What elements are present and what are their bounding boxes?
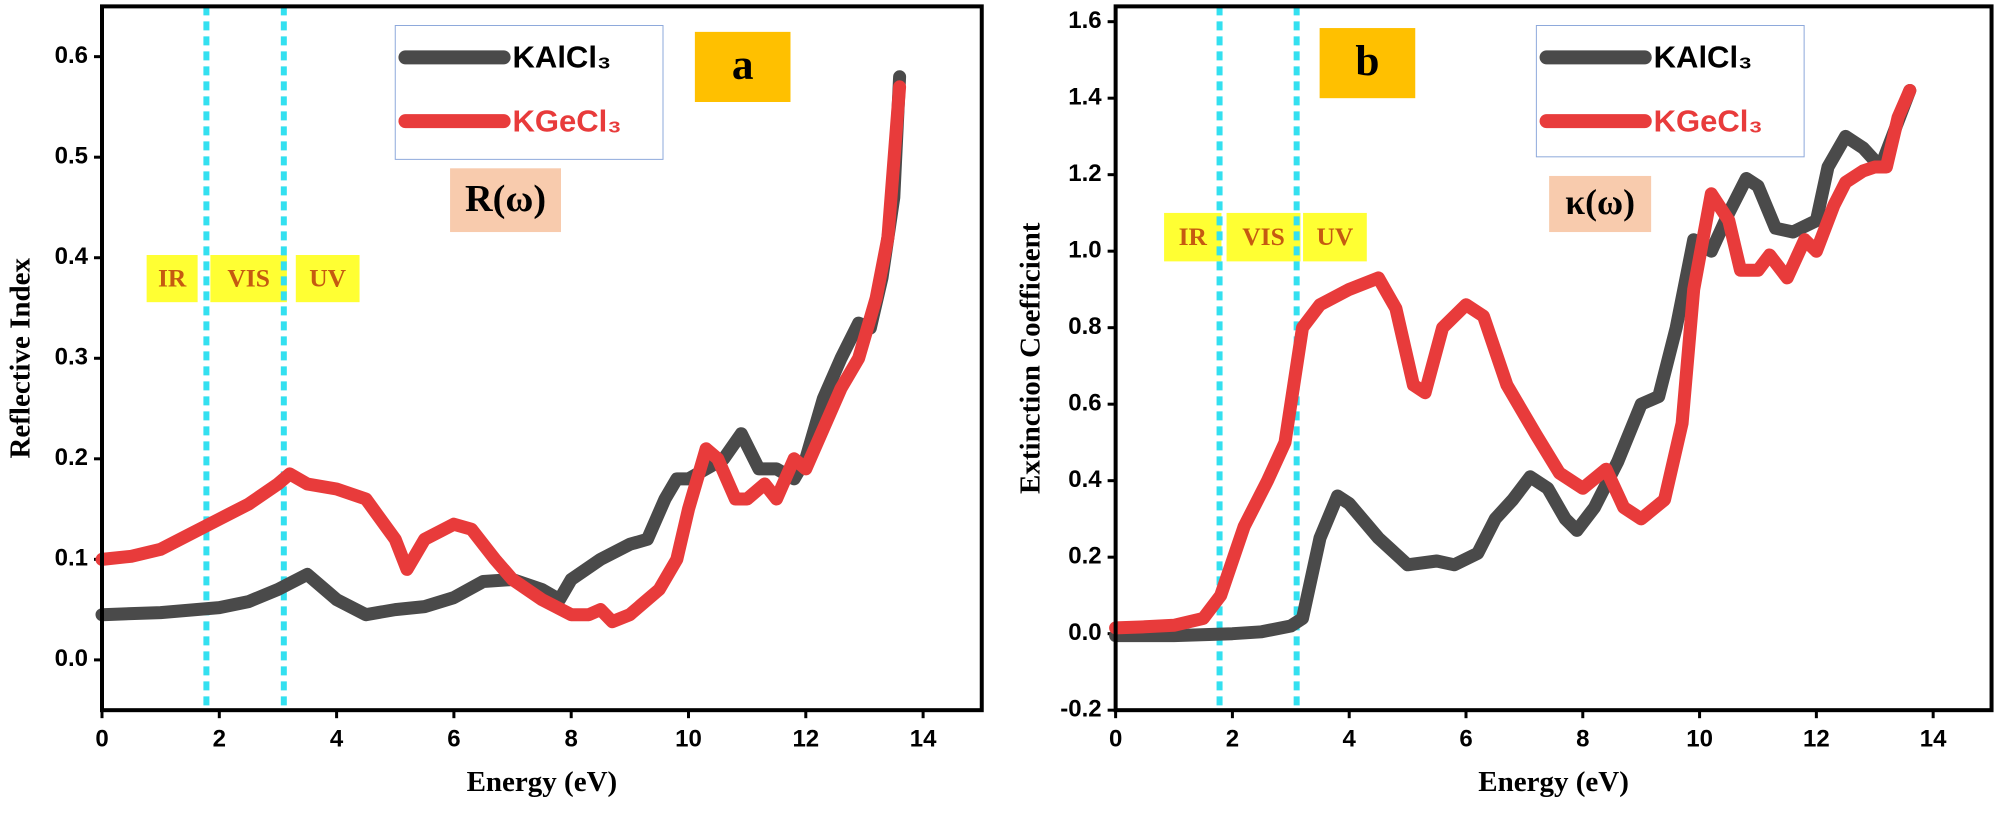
legend-label: KGeCl₃ (513, 103, 622, 138)
annotation-box (1303, 212, 1367, 262)
annotation-box (1319, 28, 1416, 99)
annotation: κ(ω) (1565, 182, 1635, 222)
x-tick-label: 12 (792, 726, 819, 753)
annotation: VIS (1242, 222, 1285, 251)
y-tick-label: 1.2 (1068, 160, 1101, 187)
legend-label: KAlCl₃ (513, 40, 612, 75)
y-tick-label: 0.3 (55, 344, 88, 371)
x-tick-label: 14 (1920, 726, 1947, 753)
x-tick-label: 2 (1226, 726, 1239, 753)
y-axis-label: Extinction Coefficient (1014, 222, 1046, 494)
plot-frame (1113, 4, 1994, 713)
x-tick-label: 0 (95, 726, 108, 753)
series-line (1109, 84, 1917, 643)
annotation: IR (1179, 222, 1208, 251)
annotation-box (450, 168, 561, 233)
x-axis-label: Energy (eV) (467, 766, 618, 798)
y-tick-label: 0.8 (1068, 313, 1101, 340)
legend-box (1535, 25, 1805, 158)
annotation: IR (158, 263, 187, 292)
x-tick-label: 4 (1343, 726, 1357, 753)
x-tick-label: 12 (1803, 726, 1830, 753)
y-tick-label: -0.2 (1060, 696, 1101, 723)
legend-box (394, 25, 664, 160)
plot-frame (100, 4, 984, 713)
annotation-box (295, 255, 360, 303)
series-line (1109, 84, 1917, 635)
y-tick-label: 1.6 (1068, 7, 1101, 34)
x-tick-label: 6 (447, 726, 460, 753)
y-tick-label: 0.0 (1068, 619, 1101, 646)
annotation: UV (309, 263, 346, 292)
y-tick-label: 0.6 (1068, 390, 1101, 417)
series-line (95, 70, 907, 622)
annotation-box (1549, 175, 1652, 233)
annotation-box (210, 255, 287, 303)
annotation: a (732, 41, 754, 89)
x-tick-label: 8 (565, 726, 578, 753)
legend-label: KGeCl₃ (1654, 103, 1763, 138)
x-tick-label: 10 (675, 726, 702, 753)
x-tick-label: 6 (1459, 726, 1472, 753)
y-axis-label: Reflective Index (5, 258, 37, 459)
annotation: UV (1317, 222, 1354, 251)
y-tick-label: 0.0 (55, 645, 88, 672)
y-tick-label: 0.5 (55, 143, 88, 170)
x-tick-label: 4 (330, 726, 344, 753)
x-tick-label: 10 (1686, 726, 1713, 753)
y-tick-label: 0.2 (55, 444, 88, 471)
x-axis-label: Energy (eV) (1478, 766, 1629, 798)
y-tick-label: 0.6 (55, 42, 88, 69)
x-tick-label: 2 (213, 726, 226, 753)
y-tick-label: 0.4 (55, 243, 89, 270)
series-line (95, 80, 907, 629)
annotation-box (1164, 212, 1222, 262)
annotation-box (1226, 212, 1301, 262)
y-tick-label: 0.2 (1068, 543, 1101, 570)
annotation-box (694, 31, 791, 102)
annotation: R(ω) (465, 178, 546, 220)
y-tick-label: 0.1 (55, 545, 88, 572)
x-tick-label: 14 (910, 726, 937, 753)
x-tick-label: 8 (1576, 726, 1589, 753)
y-tick-label: 0.4 (1068, 466, 1102, 493)
x-tick-label: 0 (1109, 726, 1122, 753)
legend-label: KAlCl₃ (1654, 40, 1753, 75)
annotation: VIS (227, 263, 270, 292)
y-tick-label: 1.0 (1068, 237, 1101, 264)
y-tick-label: 1.4 (1068, 84, 1102, 111)
annotation: b (1355, 37, 1379, 85)
annotation-box (146, 255, 198, 303)
